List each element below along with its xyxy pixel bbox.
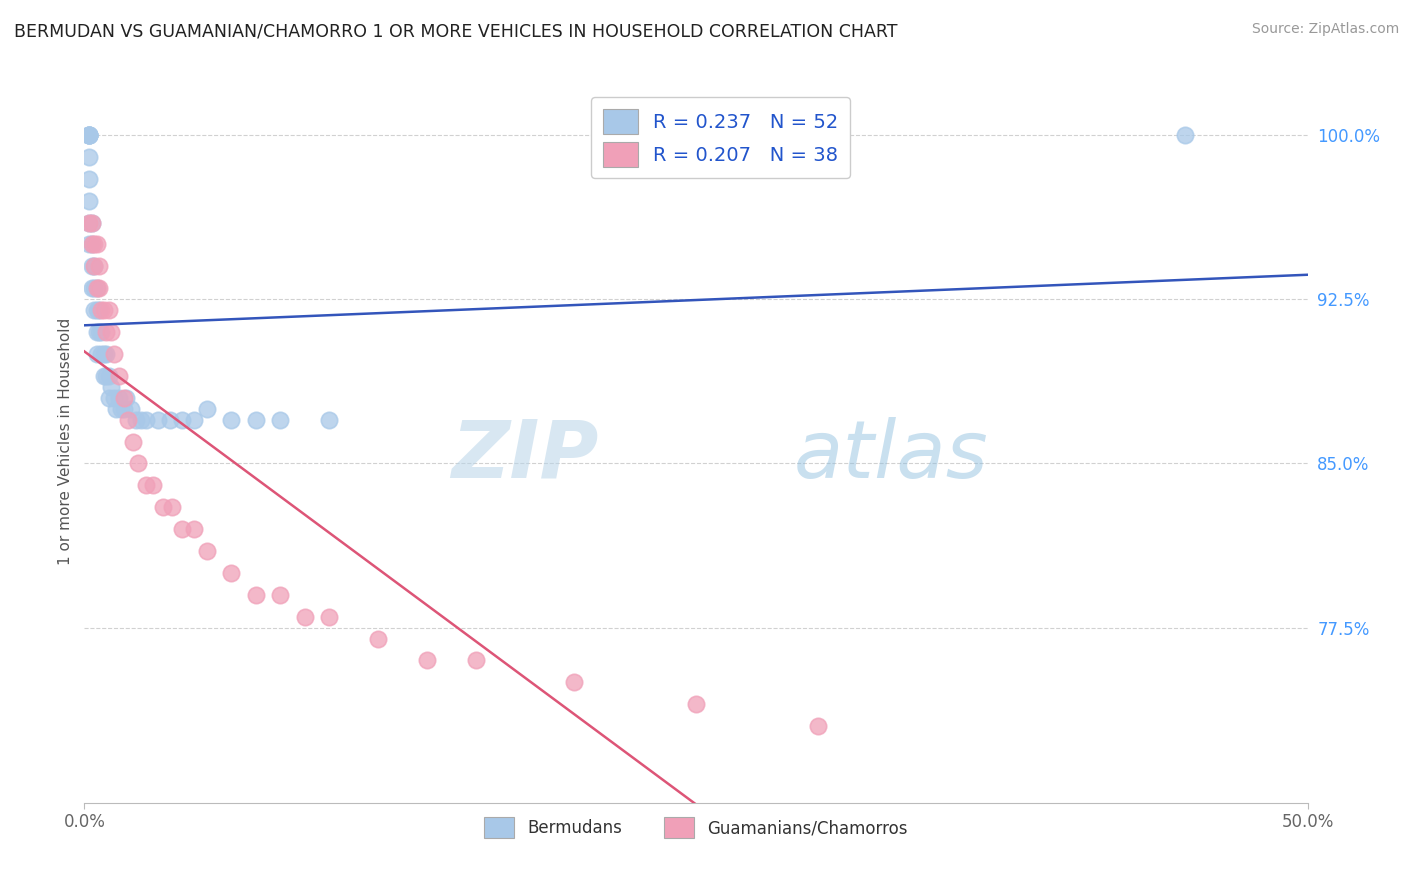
Text: Source: ZipAtlas.com: Source: ZipAtlas.com <box>1251 22 1399 37</box>
Point <box>83 281 105 295</box>
Point <box>105 401 128 416</box>
Point <box>562 675 585 690</box>
Point <box>77 216 100 230</box>
Point <box>97 368 120 383</box>
Point <box>107 391 129 405</box>
Point <box>112 391 135 405</box>
Point <box>80 237 103 252</box>
Point <box>183 412 205 426</box>
Point <box>172 522 194 536</box>
Point <box>122 434 145 449</box>
Point <box>86 347 108 361</box>
Point <box>464 653 486 667</box>
Point <box>96 325 118 339</box>
Point <box>83 260 105 274</box>
Point <box>87 260 110 274</box>
Point <box>87 325 110 339</box>
Point <box>96 368 118 383</box>
Point <box>103 391 125 405</box>
Point <box>80 260 103 274</box>
Point <box>90 325 112 339</box>
Point <box>90 303 112 318</box>
Point <box>80 216 103 230</box>
Legend: Bermudans, Guamanians/Chamorros: Bermudans, Guamanians/Chamorros <box>478 810 914 845</box>
Point <box>110 401 132 416</box>
Point <box>77 171 100 186</box>
Point <box>77 128 100 142</box>
Point <box>86 325 108 339</box>
Point <box>269 412 291 426</box>
Point <box>86 237 108 252</box>
Point <box>87 303 110 318</box>
Point <box>127 457 149 471</box>
Point <box>77 150 100 164</box>
Point <box>83 260 105 274</box>
Point <box>115 391 138 405</box>
Point <box>318 412 340 426</box>
Point <box>318 609 340 624</box>
Point <box>96 347 118 361</box>
Point <box>97 303 120 318</box>
Point <box>93 347 115 361</box>
Point <box>146 412 169 426</box>
Point <box>416 653 439 667</box>
Point <box>367 632 389 646</box>
Point <box>93 368 115 383</box>
Point <box>159 412 181 426</box>
Point <box>100 380 122 394</box>
Point <box>162 500 184 515</box>
Y-axis label: 1 or more Vehicles in Household: 1 or more Vehicles in Household <box>58 318 73 566</box>
Point <box>269 588 291 602</box>
Point <box>685 698 707 712</box>
Point <box>125 412 148 426</box>
Point <box>83 303 105 318</box>
Point <box>77 128 100 142</box>
Point <box>129 412 152 426</box>
Point <box>219 412 242 426</box>
Point <box>135 412 157 426</box>
Point <box>80 237 103 252</box>
Point <box>86 281 108 295</box>
Point <box>245 412 267 426</box>
Point <box>294 609 316 624</box>
Text: ZIP: ZIP <box>451 417 598 495</box>
Text: BERMUDAN VS GUAMANIAN/CHAMORRO 1 OR MORE VEHICLES IN HOUSEHOLD CORRELATION CHART: BERMUDAN VS GUAMANIAN/CHAMORRO 1 OR MORE… <box>14 22 897 40</box>
Point <box>172 412 194 426</box>
Point <box>152 500 174 515</box>
Point <box>80 216 103 230</box>
Point <box>245 588 267 602</box>
Point <box>103 347 125 361</box>
Point <box>77 237 100 252</box>
Point <box>135 478 157 492</box>
Point <box>107 368 129 383</box>
Point <box>90 347 112 361</box>
Point <box>77 216 100 230</box>
Point <box>83 237 105 252</box>
Point <box>77 128 100 142</box>
Point <box>87 281 110 295</box>
Point <box>142 478 165 492</box>
Point <box>97 391 120 405</box>
Point <box>86 281 108 295</box>
Point <box>195 401 218 416</box>
Point <box>93 303 115 318</box>
Point <box>77 194 100 208</box>
Point <box>86 303 108 318</box>
Point <box>219 566 242 580</box>
Point <box>77 128 100 142</box>
Point <box>1174 128 1197 142</box>
Point <box>807 719 830 733</box>
Point <box>112 401 135 416</box>
Point <box>100 325 122 339</box>
Text: atlas: atlas <box>794 417 988 495</box>
Point <box>183 522 205 536</box>
Point <box>77 128 100 142</box>
Point <box>117 412 139 426</box>
Point <box>195 544 218 558</box>
Point <box>80 281 103 295</box>
Point <box>120 401 142 416</box>
